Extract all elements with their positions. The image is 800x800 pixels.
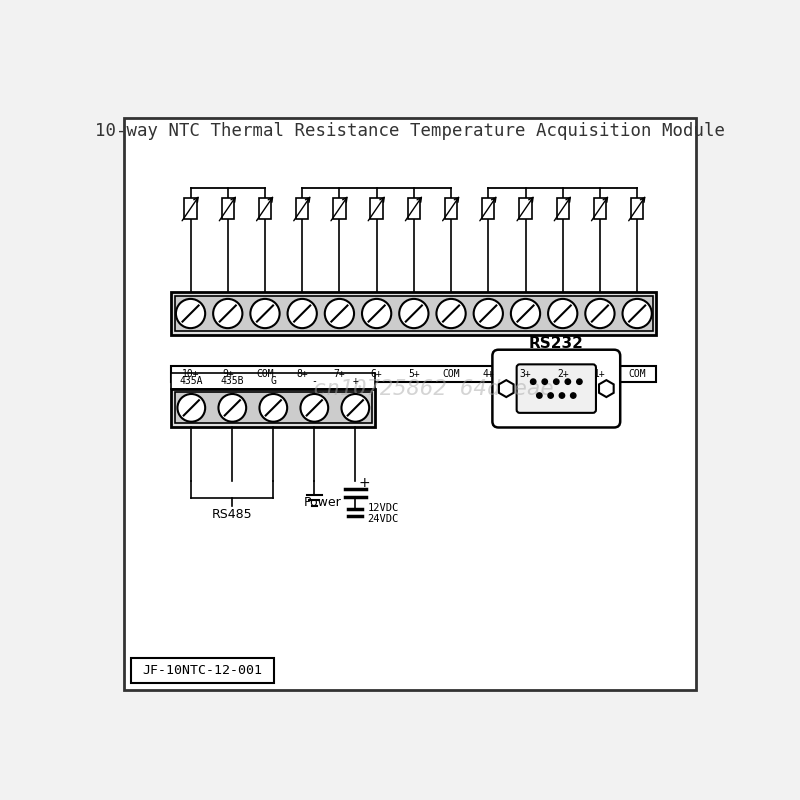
FancyBboxPatch shape: [517, 364, 596, 413]
Bar: [557, 198, 569, 219]
Text: COM: COM: [628, 369, 646, 379]
Text: JF-10NTC-12-001: JF-10NTC-12-001: [142, 664, 262, 677]
Circle shape: [342, 394, 369, 422]
Text: RS232: RS232: [529, 336, 584, 351]
Bar: [222, 198, 234, 219]
Bar: [370, 198, 382, 219]
Bar: [445, 198, 458, 219]
Bar: [171, 366, 657, 382]
Circle shape: [259, 394, 287, 422]
Text: 1+: 1+: [594, 369, 606, 379]
Circle shape: [511, 299, 540, 328]
Bar: [175, 393, 371, 423]
Text: G: G: [270, 376, 276, 386]
Circle shape: [325, 299, 354, 328]
Circle shape: [178, 394, 205, 422]
Circle shape: [548, 393, 554, 398]
Bar: [334, 198, 346, 219]
Circle shape: [586, 299, 614, 328]
Circle shape: [437, 299, 466, 328]
Circle shape: [176, 299, 205, 328]
Text: cn10725862 64dneae: cn10725862 64dneae: [313, 378, 554, 398]
Bar: [482, 198, 494, 219]
Text: COM: COM: [256, 369, 274, 379]
Text: 6+: 6+: [370, 369, 382, 379]
Text: 7+: 7+: [334, 369, 346, 379]
Circle shape: [530, 379, 536, 384]
Text: -: -: [311, 376, 318, 386]
Text: COM: COM: [442, 369, 460, 379]
Bar: [184, 198, 197, 219]
Circle shape: [577, 379, 582, 384]
Bar: [519, 198, 532, 219]
Circle shape: [301, 394, 328, 422]
Bar: [171, 389, 375, 427]
Bar: [175, 296, 653, 331]
Bar: [259, 198, 271, 219]
Text: 5+: 5+: [408, 369, 420, 379]
Text: 435B: 435B: [221, 376, 244, 386]
Circle shape: [218, 394, 246, 422]
Text: 2+: 2+: [557, 369, 569, 379]
Circle shape: [622, 299, 652, 328]
Bar: [408, 198, 420, 219]
Bar: [171, 373, 375, 389]
Bar: [631, 198, 643, 219]
Circle shape: [542, 379, 547, 384]
Circle shape: [548, 299, 578, 328]
Bar: [594, 198, 606, 219]
Circle shape: [362, 299, 391, 328]
Text: 10-way NTC Thermal Resistance Temperature Acquisition Module: 10-way NTC Thermal Resistance Temperatur…: [95, 122, 725, 140]
FancyBboxPatch shape: [492, 350, 620, 427]
Circle shape: [250, 299, 280, 328]
Circle shape: [565, 379, 570, 384]
Bar: [131, 658, 274, 682]
Circle shape: [559, 393, 565, 398]
Circle shape: [554, 379, 559, 384]
Circle shape: [213, 299, 242, 328]
Circle shape: [399, 299, 429, 328]
Circle shape: [570, 393, 576, 398]
Text: Power: Power: [304, 496, 342, 509]
Text: 435A: 435A: [179, 376, 203, 386]
Text: 4+: 4+: [482, 369, 494, 379]
Text: +: +: [358, 475, 370, 490]
Text: 8+: 8+: [296, 369, 308, 379]
Text: 12VDC
24VDC: 12VDC 24VDC: [368, 502, 399, 524]
Text: 3+: 3+: [520, 369, 531, 379]
Text: RS485: RS485: [212, 508, 253, 522]
Bar: [171, 292, 657, 334]
Text: 10+: 10+: [182, 369, 199, 379]
Circle shape: [474, 299, 503, 328]
Text: 9+: 9+: [222, 369, 234, 379]
Text: +: +: [352, 376, 358, 386]
Circle shape: [537, 393, 542, 398]
Bar: [296, 198, 308, 219]
Circle shape: [287, 299, 317, 328]
